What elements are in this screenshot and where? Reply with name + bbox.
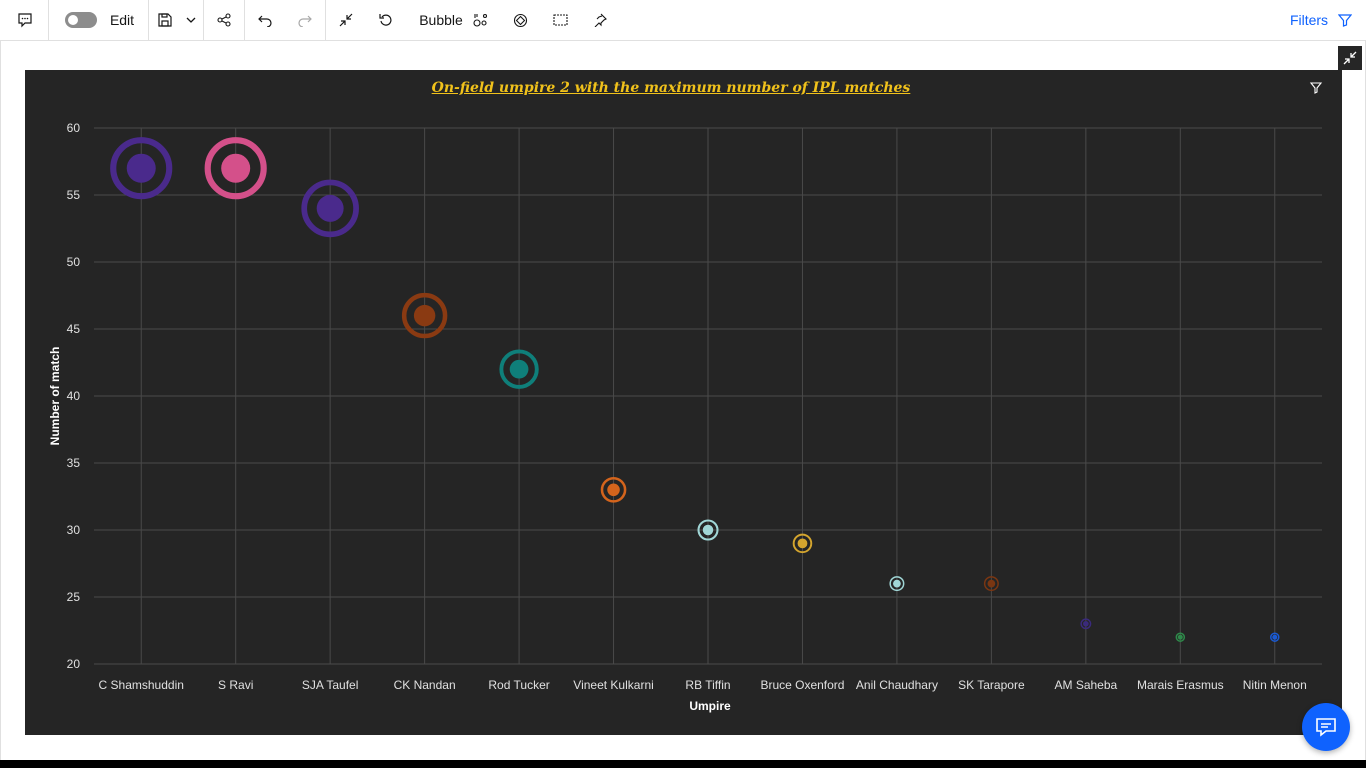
bubble-mark[interactable] xyxy=(301,179,359,238)
bubble-ring xyxy=(600,476,627,503)
toolbar-divider xyxy=(244,0,245,40)
bubble-mark[interactable] xyxy=(600,476,627,503)
toolbar-divider xyxy=(203,0,204,40)
comment-icon[interactable] xyxy=(10,0,40,40)
bubble-dot xyxy=(221,153,251,183)
bubble-mark[interactable] xyxy=(983,576,999,592)
bubble-ring xyxy=(697,519,719,541)
bubble-mark[interactable] xyxy=(1080,618,1092,630)
chart-grid xyxy=(94,127,1322,665)
bubble-dot xyxy=(1177,634,1183,640)
filter-icon[interactable] xyxy=(1334,0,1356,40)
minimize-icon[interactable] xyxy=(334,0,358,40)
select-area-icon[interactable] xyxy=(548,0,572,40)
y-tick-label: 20 xyxy=(67,657,81,671)
y-tick-label: 35 xyxy=(67,456,81,470)
bubble-mark[interactable] xyxy=(1270,632,1280,642)
y-tick-label: 60 xyxy=(67,121,81,135)
y-tick-label: 55 xyxy=(67,188,81,202)
x-tick-label: Vineet Kulkarni xyxy=(573,678,654,692)
bubble-chart: C Shamshuddin S Ravi SJA Taufel CK Nandan Ro… xyxy=(48,82,1323,713)
bubble-ring xyxy=(1080,618,1092,630)
filters-label[interactable]: Filters xyxy=(1289,12,1329,28)
x-tick-label: C Shamshuddin xyxy=(99,678,184,692)
x-axis-label: Umpire xyxy=(689,699,731,713)
save-icon[interactable] xyxy=(154,0,176,40)
reset-icon[interactable] xyxy=(374,0,398,40)
viz-type-icon[interactable] xyxy=(470,0,492,40)
bubble-dot xyxy=(797,538,808,549)
bubble-ring xyxy=(204,137,267,200)
x-tick-label: Marais Erasmus xyxy=(1137,678,1224,692)
bubble-dot xyxy=(316,194,344,222)
chat-icon xyxy=(1316,718,1336,737)
x-tick-label: S Ravi xyxy=(218,678,253,692)
bubble-ring xyxy=(792,533,813,554)
y-tick-label: 50 xyxy=(67,255,81,269)
chart-panel: C Shamshuddin S Ravi SJA Taufel CK Nandan Ro… xyxy=(25,70,1342,735)
bubble-dot xyxy=(607,483,620,497)
bubble-ring xyxy=(401,292,448,339)
y-tick-label: 25 xyxy=(67,590,81,604)
bubble-ring xyxy=(110,137,173,200)
bubble-mark[interactable] xyxy=(889,576,905,592)
bubble-ring xyxy=(1175,632,1186,642)
bubble-dot xyxy=(1083,620,1089,627)
pin-icon[interactable] xyxy=(588,0,612,40)
bubble-dot xyxy=(702,524,714,536)
edit-label: Edit xyxy=(109,12,135,28)
bubble-dot xyxy=(413,304,436,327)
chat-button[interactable] xyxy=(1302,703,1350,751)
chevron-down-icon[interactable] xyxy=(180,0,202,40)
redo-icon[interactable] xyxy=(293,0,317,40)
bubble-dot xyxy=(893,579,901,588)
bubble-mark[interactable] xyxy=(1175,632,1186,642)
bubble-dot xyxy=(509,359,529,379)
toolbar-divider xyxy=(48,0,49,40)
toolbar-divider xyxy=(148,0,149,40)
toolbar-divider xyxy=(325,0,326,40)
x-tick-label: SK Tarapore xyxy=(958,678,1025,692)
collapse-icon[interactable] xyxy=(1338,46,1362,70)
y-axis-ticks: 20 25 30 35 40 45 50 55 60 xyxy=(67,121,81,671)
y-tick-label: 30 xyxy=(67,523,81,537)
bubble-ring xyxy=(301,179,359,238)
x-tick-label: SJA Taufel xyxy=(302,678,358,692)
bubble-ring xyxy=(499,349,539,389)
bubble-ring xyxy=(1270,632,1280,642)
chart-title[interactable]: On-field umpire 2 with the maximum numbe… xyxy=(431,80,911,96)
bubble-mark[interactable] xyxy=(110,137,173,200)
bubble-mark[interactable] xyxy=(204,137,267,200)
bubble-mark[interactable] xyxy=(401,292,448,339)
chart-bubbles xyxy=(110,137,1280,642)
bubble-dot xyxy=(987,579,996,588)
y-axis-label: Number of match xyxy=(48,347,62,446)
x-tick-label: RB Tiffin xyxy=(685,678,730,692)
x-tick-label: Anil Chaudhary xyxy=(856,678,938,692)
bubble-ring xyxy=(889,576,905,592)
bubble-dot xyxy=(1272,634,1278,640)
x-tick-label: Nitin Menon xyxy=(1243,678,1307,692)
x-tick-label: Bruce Oxenford xyxy=(760,678,844,692)
viz-type-label[interactable]: Bubble xyxy=(419,12,463,28)
bubble-mark[interactable] xyxy=(697,519,719,541)
bubble-dot xyxy=(126,153,156,183)
explore-icon[interactable] xyxy=(508,0,532,40)
share-icon[interactable] xyxy=(212,0,236,40)
y-tick-label: 40 xyxy=(67,389,81,403)
chart-filter-icon[interactable] xyxy=(1309,82,1323,94)
y-tick-label: 45 xyxy=(67,322,81,336)
x-tick-label: CK Nandan xyxy=(394,678,456,692)
toolbar: Edit Bubble Filters xyxy=(0,0,1366,41)
x-axis-ticks: C Shamshuddin S Ravi SJA Taufel CK Nandan Ro… xyxy=(99,678,1307,692)
undo-icon[interactable] xyxy=(253,0,277,40)
bubble-mark[interactable] xyxy=(792,533,813,554)
bubble-ring xyxy=(983,576,999,592)
bottom-bar xyxy=(0,760,1366,768)
x-tick-label: AM Saheba xyxy=(1054,678,1117,692)
bubble-mark[interactable] xyxy=(499,349,539,389)
x-tick-label: Rod Tucker xyxy=(488,678,549,692)
edit-toggle[interactable] xyxy=(65,12,97,28)
